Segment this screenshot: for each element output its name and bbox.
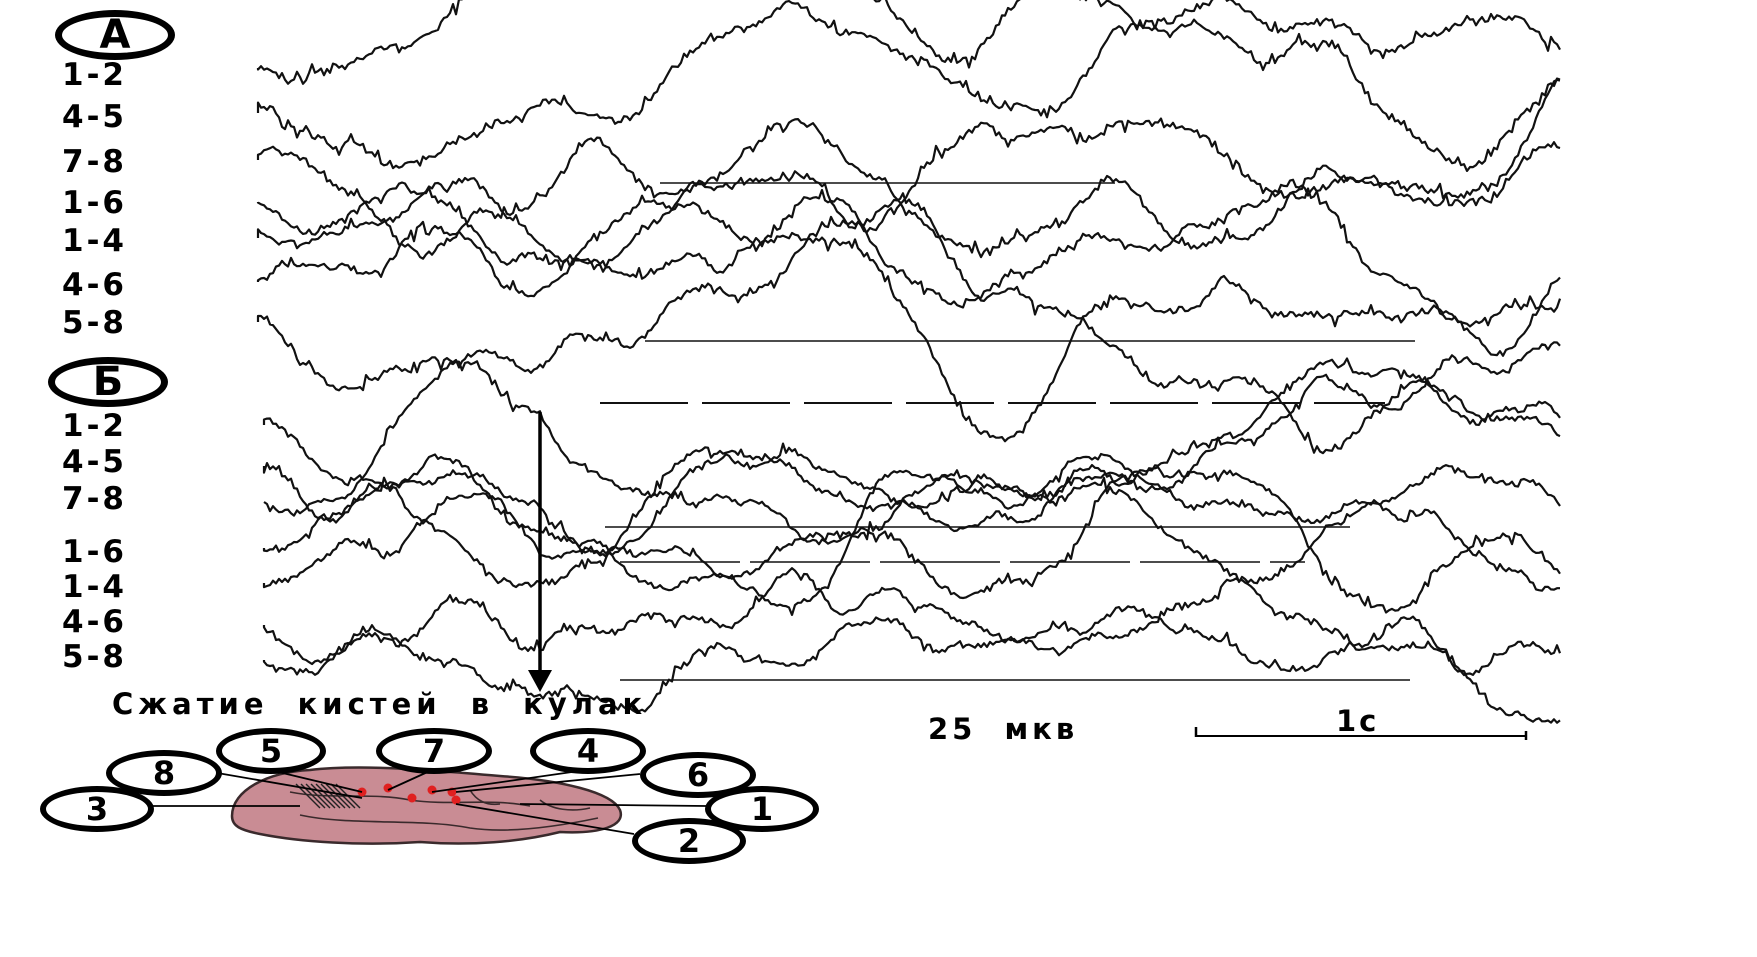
panel-a-channel-label: 1-2 bbox=[62, 57, 128, 93]
panel-a-channel-label: 1-4 bbox=[62, 223, 128, 259]
panel-b-channel-label: 5-8 bbox=[62, 639, 128, 675]
brain-hatching bbox=[310, 783, 336, 809]
electrode-7-badge: 7 bbox=[376, 728, 492, 774]
electrode-leader-line bbox=[431, 769, 587, 793]
brain-sulcus bbox=[299, 814, 599, 831]
panel-b-badge: Б bbox=[48, 357, 168, 407]
panel-b-channel-label: 4-5 bbox=[62, 444, 128, 480]
panel-a-badge: А bbox=[55, 10, 175, 60]
panel-a-channel-label: 4-6 bbox=[62, 267, 128, 303]
eeg-trace-panel-b bbox=[262, 452, 1560, 616]
panel-b-channel-label: 7-8 bbox=[62, 481, 128, 517]
brain-hatching bbox=[330, 783, 356, 809]
electrode-leader-line bbox=[455, 773, 641, 793]
panel-a-channel-label: 4-5 bbox=[62, 99, 128, 135]
eeg-trace-panel-a bbox=[256, 78, 1561, 260]
eeg-trace-panel-a bbox=[256, 194, 1561, 443]
brain-hatching bbox=[315, 783, 341, 809]
panel-b-channel-label: 1-2 bbox=[62, 408, 128, 444]
electrode-5-badge: 5 bbox=[216, 728, 326, 774]
electrode-dot bbox=[451, 795, 461, 805]
brain-hatching bbox=[325, 783, 351, 809]
panel-a-channel-label: 7-8 bbox=[62, 144, 128, 180]
event-arrow-head bbox=[528, 670, 552, 692]
brain-hatching bbox=[320, 783, 346, 809]
eeg-trace-panel-b bbox=[262, 373, 1561, 589]
eeg-trace-panel-b bbox=[262, 577, 1562, 714]
time-scale-label: 1с bbox=[1336, 704, 1380, 738]
eeg-trace-panel-b bbox=[262, 357, 1561, 592]
electrode-dot bbox=[407, 793, 417, 803]
eeg-trace-panel-a bbox=[256, 192, 1561, 455]
electrode-leader-line bbox=[519, 803, 707, 807]
electrode-leader-line bbox=[455, 803, 635, 835]
panel-b-channel-label: 4-6 bbox=[62, 604, 128, 640]
electrode-dot bbox=[427, 785, 437, 795]
electrode-dot bbox=[383, 783, 393, 793]
eeg-trace-panel-b bbox=[262, 442, 1561, 589]
electrode-2-badge: 2 bbox=[632, 818, 746, 864]
amplitude-scale-label: 25 мкв bbox=[928, 712, 1079, 746]
electrode-leader-line bbox=[269, 769, 363, 793]
electrode-4-badge: 4 bbox=[530, 728, 646, 774]
event-caption: Сжатие кистей в кулак bbox=[112, 687, 648, 721]
eeg-trace-panel-a bbox=[256, 176, 1562, 328]
brain-hatching bbox=[305, 783, 331, 809]
panel-b-channel-label: 1-6 bbox=[62, 534, 128, 570]
panel-a-channel-label: 1-6 bbox=[62, 185, 128, 221]
brain-sulcus bbox=[539, 799, 591, 811]
electrode-3-badge: 3 bbox=[40, 786, 154, 832]
electrode-leader-line bbox=[199, 769, 363, 799]
panel-b-channel-label: 1-4 bbox=[62, 569, 128, 605]
brain-sulcus bbox=[469, 789, 501, 806]
eeg-trace-panel-a bbox=[256, 0, 1561, 170]
eeg-trace-panel-a bbox=[256, 0, 1561, 172]
panel-a-channel-label: 5-8 bbox=[62, 305, 128, 341]
eeg-trace-panel-b bbox=[263, 360, 1561, 614]
eeg-trace-panel-a bbox=[256, 117, 1561, 273]
eeg-trace-panel-b bbox=[262, 567, 1561, 724]
